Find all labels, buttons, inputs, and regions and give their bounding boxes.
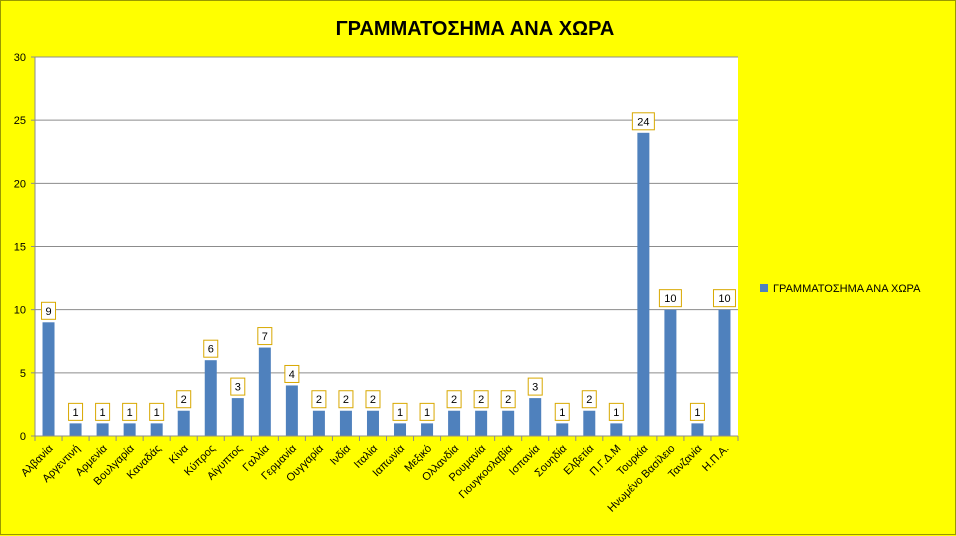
data-label-box [500,390,516,409]
bar [529,398,542,436]
data-label: 2 [343,394,349,406]
data-label: 1 [559,407,565,419]
bar [96,423,109,436]
data-label: 2 [478,394,484,406]
axes: 0 5 10 15 20 25 30 [14,52,739,443]
y-tick-label: 0 [20,431,26,443]
data-label-box [527,377,543,396]
data-label-box [149,402,165,421]
data-label-box [419,402,435,421]
data-label: 6 [208,344,214,356]
data-labels: 9 1 1 1 1 2 6 3 7 4 2 2 2 1 1 2 2 2 3 1 2 1 24 10 1 10 [41,112,736,421]
bar [177,410,190,436]
data-label: 1 [694,407,700,419]
bar [664,309,677,436]
data-label-box [392,402,408,421]
data-label-box [712,289,736,308]
bar [448,410,461,436]
data-label: 1 [72,407,78,419]
data-label-box [176,390,192,409]
bar [339,410,352,436]
bar [691,423,704,436]
data-label: 10 [718,293,730,305]
y-tick-label: 10 [14,305,26,317]
data-label: 2 [316,394,322,406]
data-label: 1 [613,407,619,419]
legend: ΓΡΑΜΜΑΤΟΣΗΜΑ ΑΝΑ ΧΩΡΑ [760,283,921,295]
data-label-box [203,339,219,358]
bar [204,360,217,436]
data-label-box [284,364,300,383]
data-label: 3 [235,382,241,394]
bar [123,423,136,436]
bar [610,423,623,436]
bar [285,385,298,436]
data-label: 1 [100,407,106,419]
data-label: 2 [451,394,457,406]
y-tick-label: 5 [20,368,26,380]
data-label: 1 [127,407,133,419]
bar [556,423,569,436]
data-label: 1 [154,407,160,419]
data-label-box [257,327,273,346]
bars [42,132,731,437]
data-label: 1 [397,407,403,419]
data-label: 3 [532,382,538,394]
data-label-box [446,390,462,409]
data-label: 1 [424,407,430,419]
bar [475,410,488,436]
data-label: 9 [45,306,51,318]
bar [583,410,596,436]
bar [42,322,55,436]
data-label: 7 [262,331,268,343]
bar [502,410,515,436]
data-label-box [41,301,57,320]
bar [69,423,82,436]
x-tick-label: Η.Π.Α. [700,443,731,474]
data-label-box [95,402,111,421]
data-label-box [658,289,682,308]
x-tick-label: Κίνα [167,442,191,466]
data-label: 2 [505,394,511,406]
data-label-box [68,402,84,421]
bar [312,410,325,436]
data-label-box [631,112,655,131]
bar [258,347,271,436]
data-label-box [554,402,570,421]
data-label-box [581,390,597,409]
data-label: 4 [289,369,295,381]
data-label-box [338,390,354,409]
data-label-box [230,377,246,396]
data-label-box [689,402,705,421]
x-tick-label: Ινδία [328,442,354,468]
bar [421,423,434,436]
legend-label: ΓΡΑΜΜΑΤΟΣΗΜΑ ΑΝΑ ΧΩΡΑ [773,283,921,295]
y-tick-label: 20 [14,178,26,190]
data-label: 2 [181,394,187,406]
bar [637,132,650,437]
data-label-box [311,390,327,409]
data-label-box [365,390,381,409]
y-tick-label: 15 [14,242,26,254]
data-label: 2 [370,394,376,406]
chart-title: ΓΡΑΜΜΑΤΟΣΗΜΑ ΑΝΑ ΧΩΡΑ [336,18,615,40]
gridlines [35,56,738,374]
data-label-box [608,402,624,421]
legend-swatch [760,284,768,292]
bar [366,410,379,436]
y-tick-label: 30 [14,52,26,64]
data-label-box [122,402,138,421]
data-label: 10 [664,293,676,305]
bar [718,309,731,436]
bar [231,398,244,436]
data-label-box [473,390,489,409]
bar [394,423,407,436]
y-tick-label: 25 [14,115,26,127]
data-label: 2 [586,394,592,406]
bar [150,423,163,436]
data-label: 24 [637,116,649,128]
